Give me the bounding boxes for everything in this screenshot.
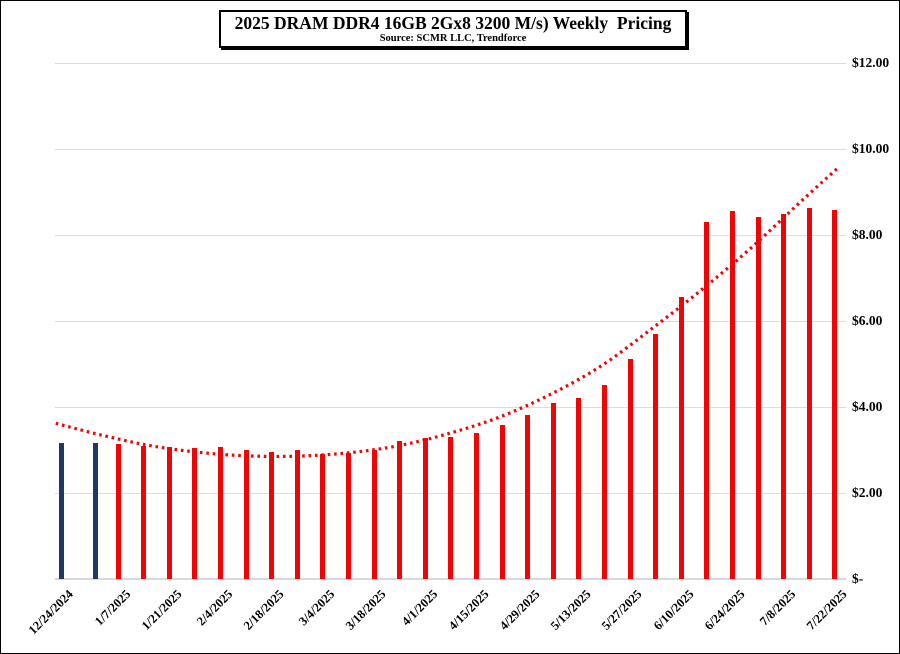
bar-6/10/2025 (678, 297, 684, 579)
bar-12/31/2024 (92, 442, 98, 579)
x-axis-label: 2/18/2025 (240, 587, 287, 633)
bar-2/11/2025 (243, 450, 249, 579)
trendline-curve (55, 165, 840, 459)
bar-1/14/2025 (141, 446, 147, 579)
bar-7/8/2025 (781, 214, 787, 579)
bar-3/11/2025 (345, 453, 351, 579)
y-axis-label: $- (852, 571, 864, 586)
x-axis-label: 3/4/2025 (296, 587, 338, 629)
x-axis-line (55, 578, 846, 580)
x-axis-label: 5/27/2025 (599, 587, 645, 633)
bar-1/21/2025 (166, 447, 172, 579)
bar-6/17/2025 (704, 222, 710, 579)
bar-4/15/2025 (473, 432, 479, 579)
x-axis-label: 2/4/2025 (193, 587, 236, 629)
gridline (55, 406, 846, 408)
gridline (55, 148, 846, 150)
bar-12/24/2024 (58, 442, 64, 579)
bar-5/6/2025 (550, 402, 556, 579)
bar-6/3/2025 (653, 333, 659, 579)
gridline (55, 234, 846, 236)
bar-2/25/2025 (294, 450, 300, 579)
y-axis-label: $10.00 (852, 141, 890, 156)
bar-3/25/2025 (397, 440, 403, 579)
y-axis-label: $8.00 (852, 227, 883, 242)
x-axis-label: 7/22/2025 (803, 587, 850, 633)
bar-4/8/2025 (448, 437, 454, 579)
x-axis-label: 7/8/2025 (757, 587, 799, 629)
bar-7/22/2025 (832, 209, 838, 579)
x-axis-label: 4/29/2025 (496, 587, 543, 633)
x-axis-label: 5/13/2025 (547, 587, 594, 633)
trendline-path (55, 165, 840, 459)
bar-6/24/2025 (729, 210, 735, 579)
x-axis-label: 4/15/2025 (445, 587, 492, 633)
bar-3/18/2025 (371, 449, 377, 579)
gridline (55, 320, 846, 322)
x-axis-label: 3/18/2025 (343, 587, 389, 633)
bar-5/13/2025 (576, 397, 582, 579)
y-axis-label: $12.00 (852, 55, 890, 70)
bar-5/20/2025 (601, 384, 607, 579)
gridline (55, 62, 846, 64)
bar-1/7/2025 (115, 443, 121, 579)
bar-4/22/2025 (499, 425, 505, 579)
x-axis-label: 1/21/2025 (138, 587, 185, 633)
x-axis-label: 4/1/2025 (398, 587, 441, 629)
chart-subtitle: Source: SCMR LLC, Trendforce (379, 33, 527, 44)
y-axis-label: $6.00 (852, 313, 883, 328)
chart-title-box: 2025 DRAM DDR4 16GB 2Gx8 3200 M/s) Weekl… (219, 10, 687, 48)
chart-title: 2025 DRAM DDR4 16GB 2Gx8 3200 M/s) Weekl… (234, 13, 672, 33)
bar-2/18/2025 (269, 451, 275, 579)
plot-area (55, 62, 846, 580)
bar-4/29/2025 (525, 415, 531, 579)
bar-3/4/2025 (320, 454, 326, 579)
y-axis-label: $4.00 (852, 399, 883, 414)
bar-7/15/2025 (806, 207, 812, 579)
bar-4/1/2025 (422, 437, 428, 579)
bar-1/28/2025 (192, 447, 198, 579)
bar-5/27/2025 (627, 358, 633, 579)
y-axis-label: $2.00 (852, 485, 883, 500)
x-axis-label: 6/24/2025 (701, 587, 748, 633)
bar-7/1/2025 (755, 216, 761, 579)
bar-2/4/2025 (217, 446, 223, 579)
x-axis-label: 12/24/2024 (25, 587, 76, 638)
x-axis-label: 6/10/2025 (650, 587, 697, 633)
x-axis-label: 1/7/2025 (91, 587, 133, 629)
